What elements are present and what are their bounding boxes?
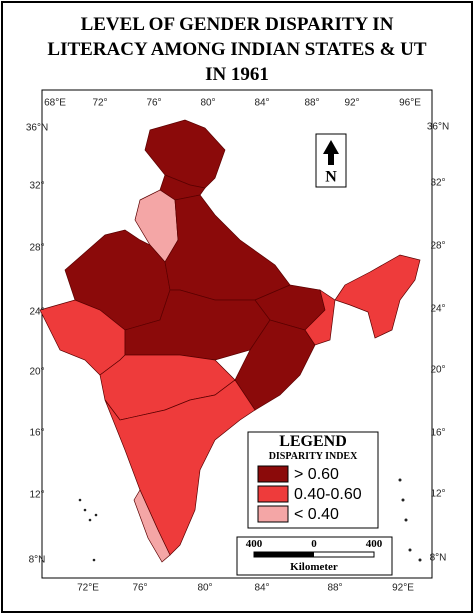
longitude-label: 72°E <box>77 583 99 594</box>
longitude-label: 76° <box>132 583 147 594</box>
longitude-label: 76° <box>146 98 161 109</box>
legend-label: 0.40-0.60 <box>294 486 362 503</box>
latitude-label: 12° <box>29 490 44 501</box>
legend: LEGEND DISPARITY INDEX > 0.60 0.40-0.60 < … <box>247 431 379 529</box>
latitude-label: 24° <box>430 304 445 315</box>
regions <box>39 119 422 563</box>
latitude-label: 12° <box>430 489 445 500</box>
legend-label: > 0.60 <box>294 466 339 483</box>
longitude-label: 84° <box>254 98 269 109</box>
north-label: N <box>325 169 337 186</box>
latitude-label: 8°N <box>29 555 46 566</box>
legend-title: LEGEND <box>279 433 347 450</box>
title-line: LITERACY AMONG INDIAN STATES & UT <box>47 39 427 60</box>
scale-tick-label: 0 <box>311 538 317 550</box>
longitude-label: 88° <box>327 583 342 594</box>
scale-bar-fill <box>254 552 314 557</box>
longitude-label: 96°E <box>399 98 421 109</box>
longitude-label: 92°E <box>392 583 414 594</box>
legend-swatch <box>257 485 289 503</box>
latitude-label: 16° <box>29 428 44 439</box>
region <box>133 489 171 563</box>
latitude-label: 32° <box>29 181 44 192</box>
scale-tick-label: 400 <box>246 538 263 550</box>
scale-tick-label: 400 <box>366 538 383 550</box>
scale-bar: Kilometer 400 0 400 <box>236 536 393 576</box>
longitude-label: 72° <box>92 98 107 109</box>
longitude-label: 84° <box>254 583 269 594</box>
latitude-label: 8°N <box>430 553 447 564</box>
map-frame <box>41 89 433 579</box>
longitude-label: 92° <box>344 98 359 109</box>
latitude-label: 20° <box>430 365 445 376</box>
scale-unit: Kilometer <box>290 561 338 573</box>
longitude-label: 80° <box>200 98 215 109</box>
legend-swatch <box>257 505 289 523</box>
latitude-label: 32° <box>430 178 445 189</box>
latitude-label: 16° <box>430 428 445 439</box>
legend-swatch <box>257 465 289 483</box>
region <box>164 194 291 301</box>
legend-subtitle: DISPARITY INDEX <box>269 451 358 462</box>
title-line: IN 1961 <box>205 64 269 85</box>
title-line: LEVEL OF GENDER DISPARITY IN <box>81 14 394 35</box>
region <box>334 254 421 339</box>
legend-label: < 0.40 <box>294 506 339 523</box>
latitude-label: 28° <box>29 243 44 254</box>
north-arrow-icon <box>323 140 339 165</box>
islands <box>78 478 422 562</box>
longitude-label: 88° <box>304 98 319 109</box>
latitude-label: 28° <box>430 241 445 252</box>
latitude-label: 36°N <box>427 122 449 133</box>
north-arrow: N <box>315 133 347 188</box>
latitude-label: 36°N <box>26 123 48 134</box>
region <box>144 119 226 189</box>
latitude-label: 24° <box>29 307 44 318</box>
longitude-label: 68°E <box>44 98 66 109</box>
latitude-label: 20° <box>29 367 44 378</box>
longitude-label: 80° <box>197 583 212 594</box>
